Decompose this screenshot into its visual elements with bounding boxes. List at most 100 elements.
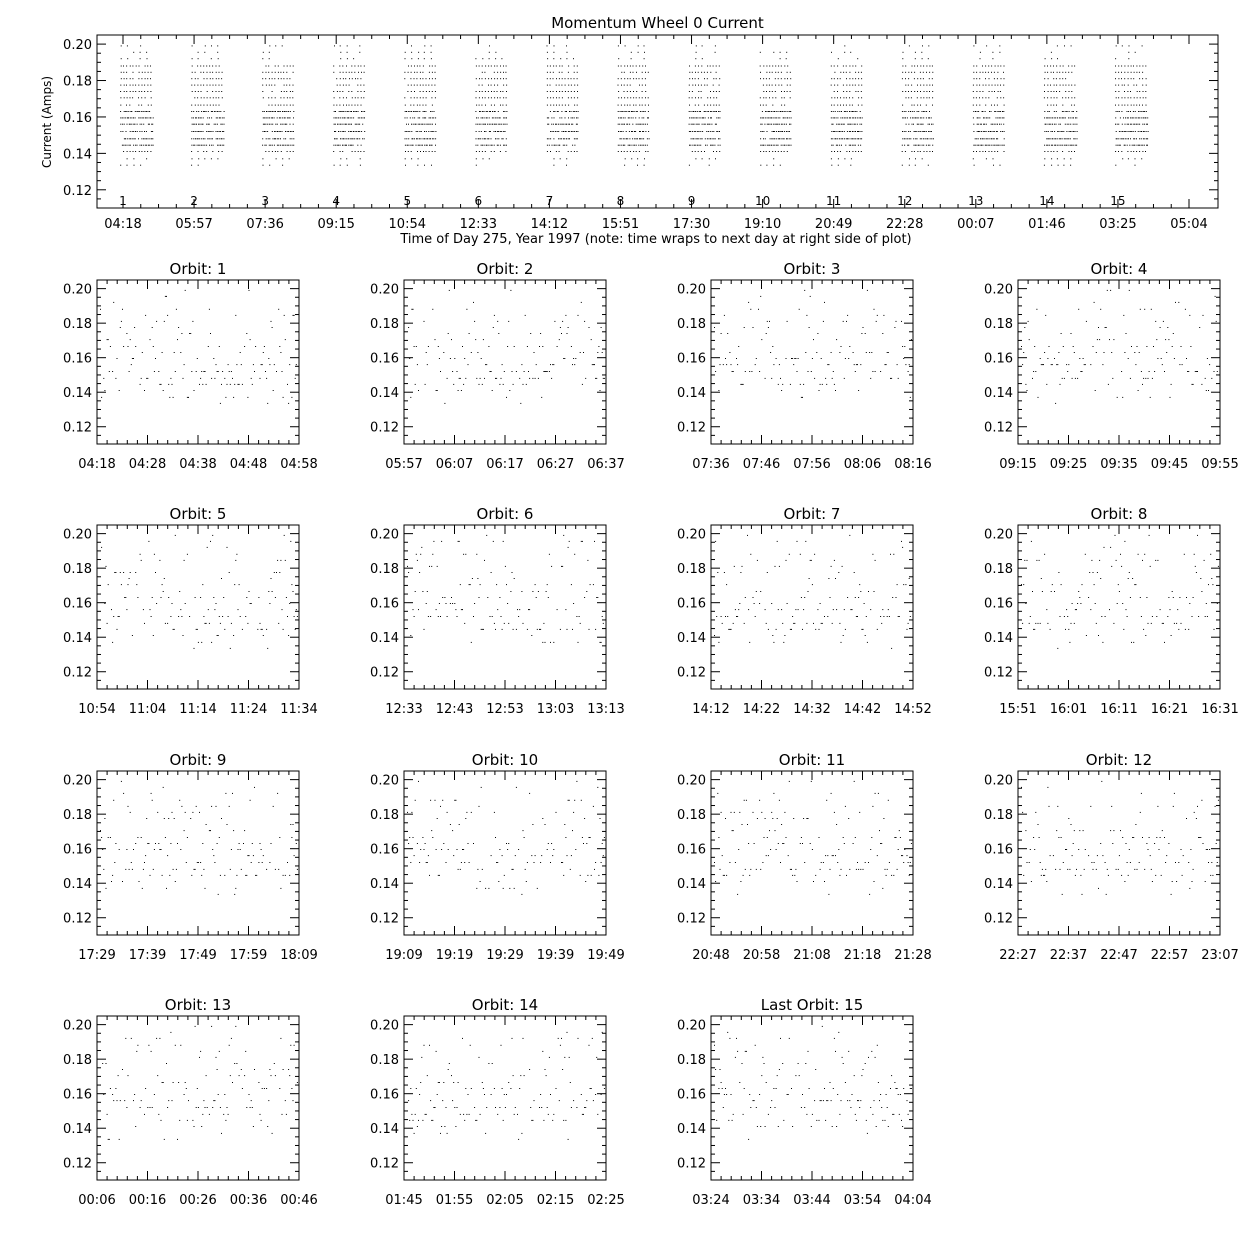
- data-point: [349, 117, 351, 119]
- data-point: [149, 117, 151, 119]
- orbit-4-xtick-label: 09:25: [1050, 457, 1087, 472]
- data-point: [1029, 616, 1031, 617]
- data-point: [423, 58, 425, 60]
- data-point: [221, 578, 222, 579]
- data-point: [1115, 84, 1117, 86]
- data-point: [1115, 71, 1117, 73]
- data-point: [265, 84, 267, 86]
- data-point: [150, 104, 152, 106]
- data-point: [630, 97, 632, 99]
- data-point: [926, 111, 928, 112]
- data-point: [837, 104, 839, 106]
- data-point: [984, 117, 986, 119]
- data-point: [1054, 591, 1055, 592]
- data-point: [1130, 78, 1132, 80]
- data-point: [1189, 314, 1191, 316]
- data-point: [488, 84, 489, 86]
- data-point: [1134, 123, 1136, 125]
- data-point: [435, 144, 436, 146]
- data-point: [1143, 144, 1145, 146]
- data-point: [807, 371, 809, 372]
- data-point: [507, 346, 509, 347]
- data-point: [843, 111, 845, 112]
- data-point: [352, 144, 354, 146]
- data-point: [532, 591, 534, 592]
- data-point: [973, 144, 975, 146]
- data-point: [142, 609, 144, 611]
- data-point: [218, 71, 220, 73]
- data-point: [760, 151, 762, 152]
- data-point: [503, 97, 505, 99]
- data-point: [360, 117, 362, 119]
- data-point: [430, 111, 432, 112]
- top-orbit-cluster: [1043, 45, 1078, 166]
- data-point: [123, 84, 125, 86]
- data-point: [407, 565, 408, 567]
- data-point: [475, 164, 477, 166]
- data-point: [644, 104, 646, 106]
- data-point: [1134, 352, 1136, 353]
- data-point: [1126, 131, 1128, 132]
- data-point: [917, 104, 919, 106]
- data-point: [911, 71, 913, 73]
- data-point: [1000, 144, 1002, 146]
- data-point: [191, 58, 193, 60]
- data-point: [1069, 131, 1071, 132]
- data-point: [979, 78, 981, 80]
- data-point: [1131, 123, 1133, 125]
- data-point: [218, 616, 220, 617]
- data-point: [140, 377, 142, 379]
- data-point: [998, 111, 1000, 112]
- data-point: [490, 65, 492, 67]
- data-point: [1132, 131, 1134, 132]
- data-point: [150, 151, 152, 152]
- data-point: [339, 84, 341, 86]
- top-orbit-number-label: 14: [1039, 194, 1054, 208]
- data-point: [892, 597, 894, 598]
- data-point: [750, 553, 752, 555]
- data-point: [266, 377, 268, 379]
- data-point: [1133, 104, 1135, 106]
- data-point: [116, 628, 118, 630]
- data-point: [475, 97, 477, 99]
- data-point: [283, 117, 285, 119]
- data-point: [271, 71, 273, 73]
- data-point: [697, 78, 699, 80]
- data-point: [786, 138, 788, 140]
- data-point: [191, 104, 193, 106]
- data-point: [765, 111, 767, 112]
- data-point: [769, 123, 771, 125]
- data-point: [496, 91, 498, 92]
- data-point: [928, 78, 930, 80]
- data-point: [617, 84, 619, 86]
- data-point: [338, 144, 340, 146]
- data-point: [1071, 117, 1073, 119]
- data-point: [349, 123, 351, 125]
- data-point: [688, 91, 690, 92]
- data-point: [1127, 104, 1129, 106]
- data-point: [567, 71, 569, 73]
- data-point: [155, 572, 156, 573]
- data-point: [1082, 358, 1084, 359]
- data-point: [618, 97, 620, 99]
- data-point: [494, 97, 496, 99]
- data-point: [773, 641, 775, 643]
- data-point: [845, 144, 847, 146]
- data-point: [339, 104, 341, 106]
- data-point: [141, 144, 142, 146]
- data-point: [1147, 123, 1148, 125]
- data-point: [566, 51, 568, 53]
- orbit-1-series: [100, 289, 297, 404]
- data-point: [776, 540, 778, 542]
- data-point: [831, 622, 833, 624]
- data-point: [988, 78, 990, 80]
- data-point: [837, 65, 839, 67]
- data-point: [713, 131, 715, 132]
- data-point: [214, 377, 216, 379]
- data-point: [923, 84, 925, 86]
- data-point: [152, 346, 154, 347]
- data-point: [764, 377, 766, 379]
- data-point: [1050, 123, 1052, 125]
- data-point: [218, 104, 220, 106]
- data-point: [698, 84, 699, 86]
